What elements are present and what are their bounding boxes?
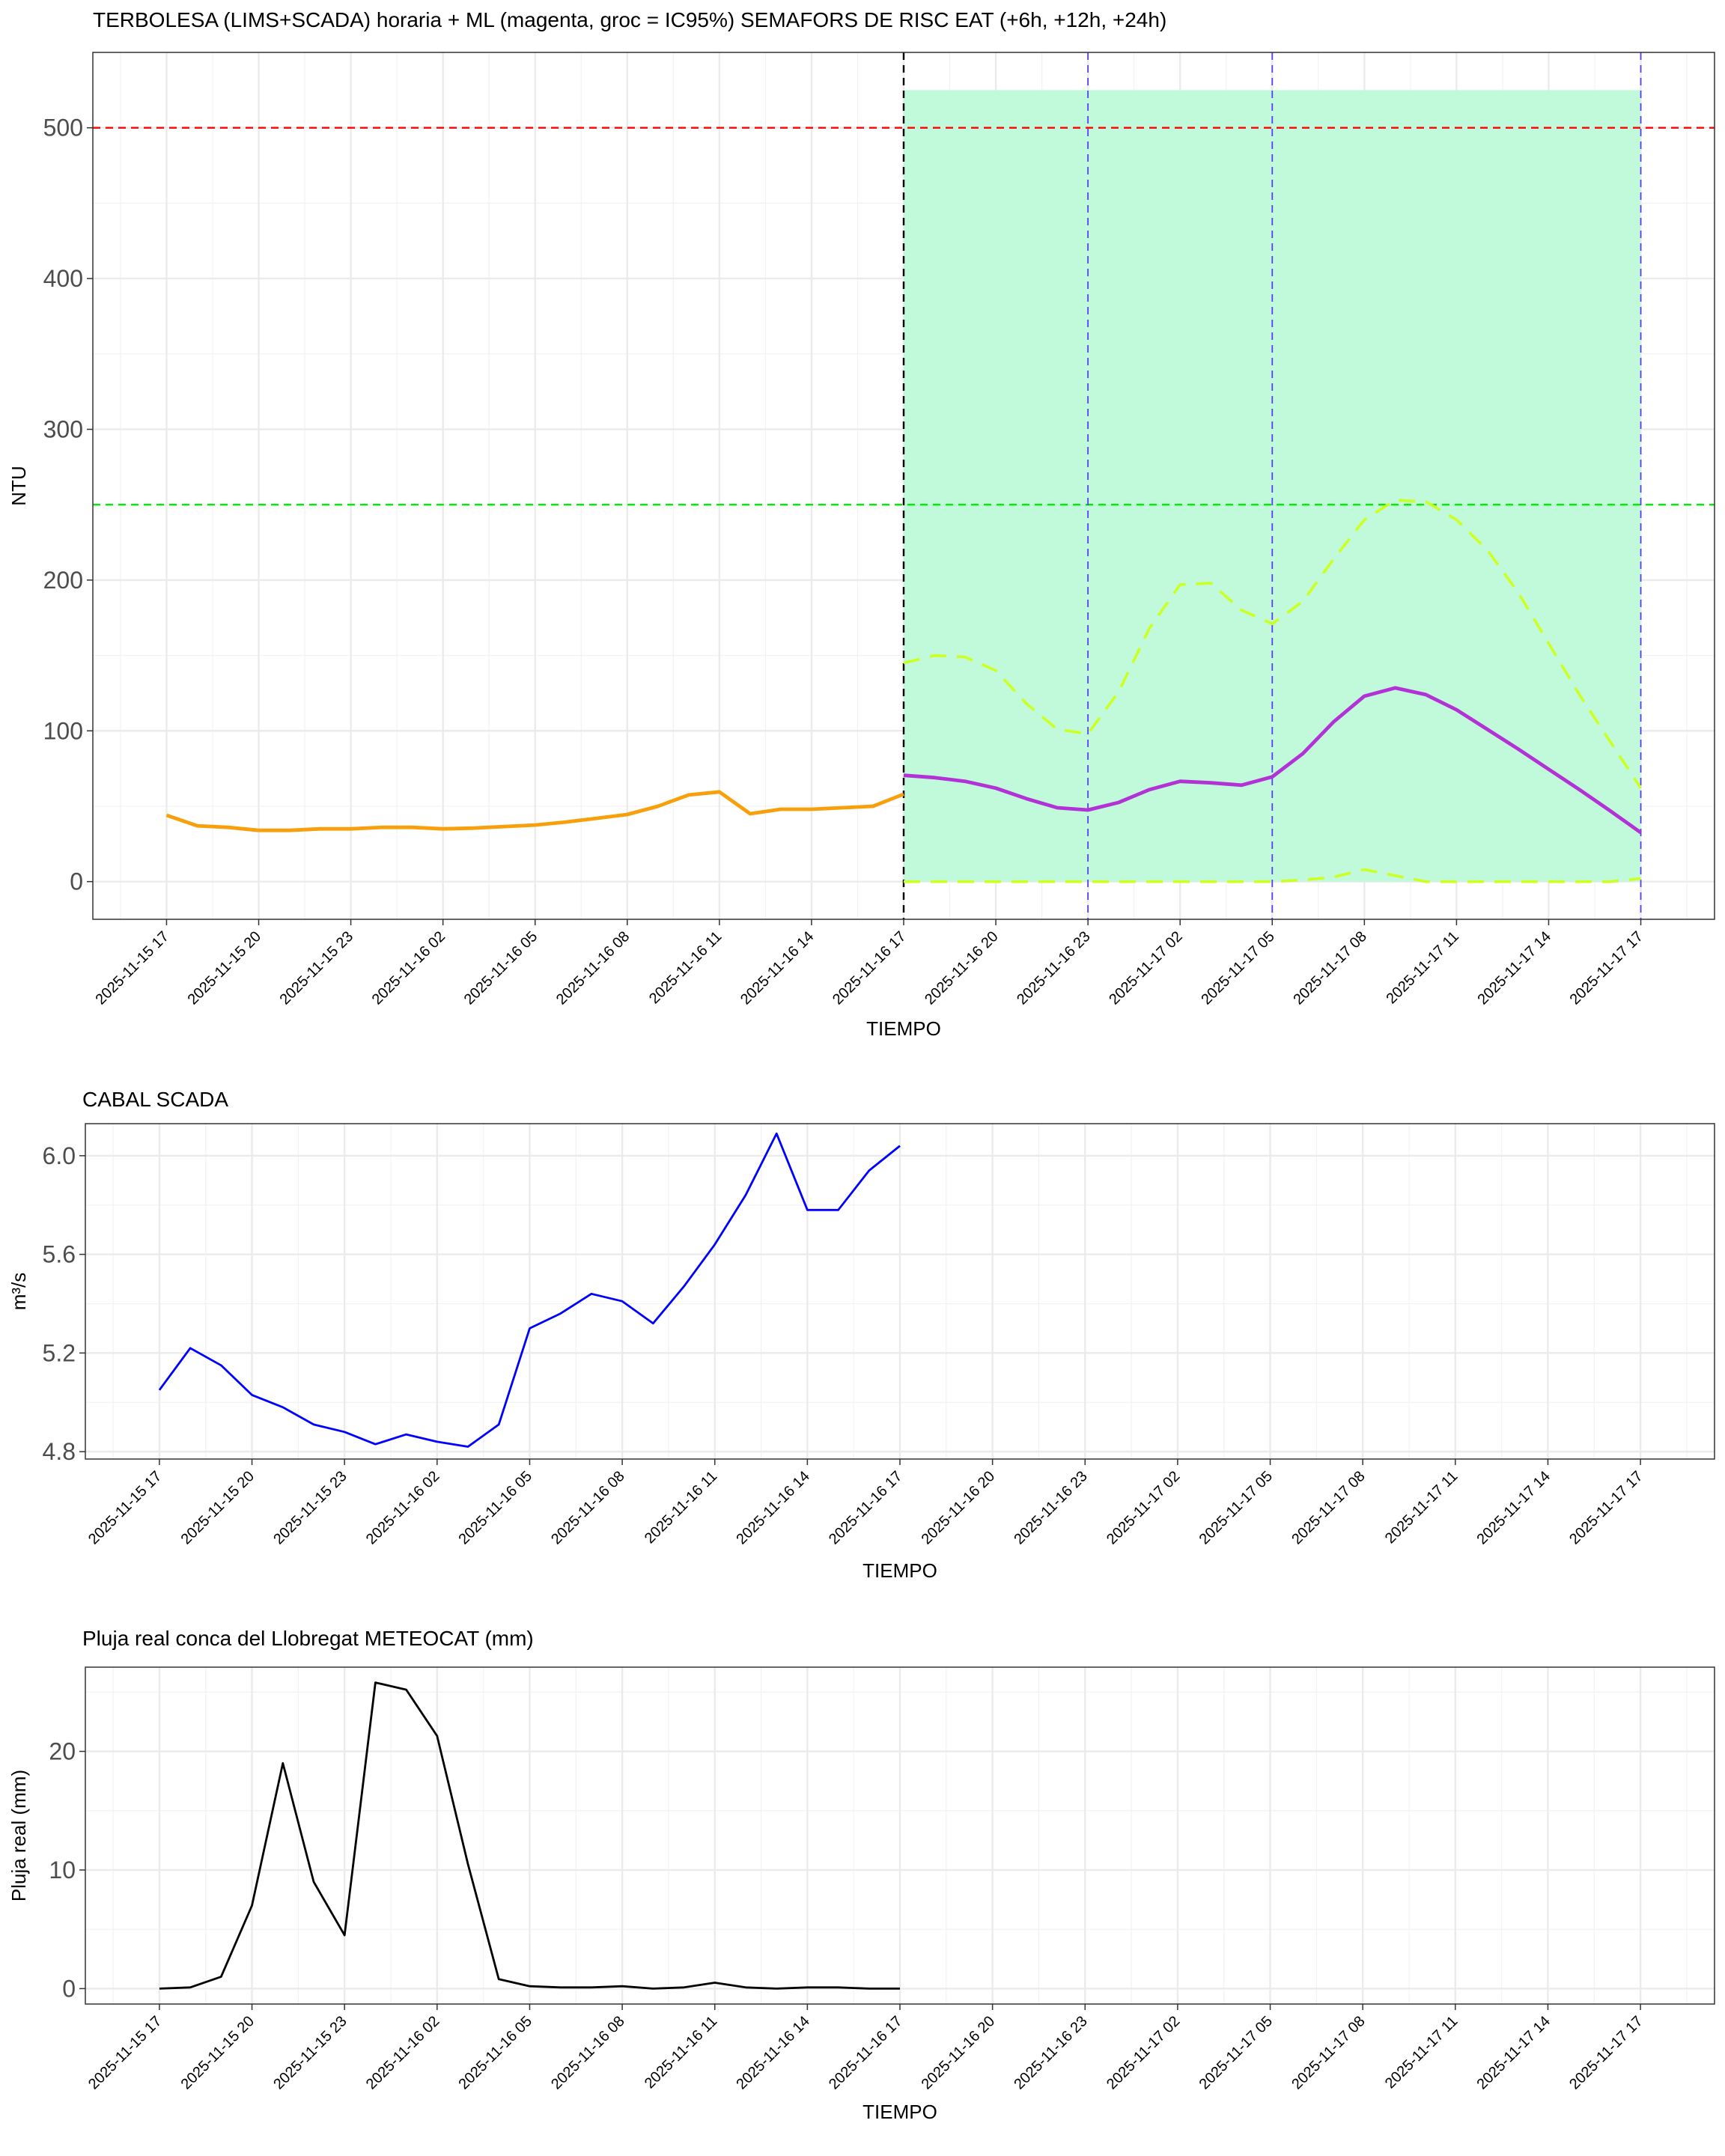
series-line-upper <box>903 499 1643 789</box>
x-tick-label: 2025-11-17 11 <box>1383 928 1461 1007</box>
x-tick-label: 2025-11-16 08 <box>553 928 633 1008</box>
x-axis-label: TIEMPO <box>862 2101 937 2123</box>
chart-title: Pluja real conca del Llobregat METEOCAT … <box>82 1627 534 1650</box>
x-tick-label: 2025-11-15 20 <box>178 2013 258 2093</box>
x-tick-label: 2025-11-17 14 <box>1473 2013 1554 2093</box>
x-tick-label: 2025-11-16 23 <box>1011 2013 1091 2093</box>
series-line-forecast <box>903 686 1642 835</box>
series-line-lower <box>904 868 1641 883</box>
x-tick-label: 2025-11-16 02 <box>363 1468 443 1548</box>
x-tick-label: 2025-11-17 17 <box>1566 2013 1646 2093</box>
x-tick-label: 2025-11-16 02 <box>369 928 449 1008</box>
x-tick-label: 2025-11-16 14 <box>737 928 818 1008</box>
x-tick-label: 2025-11-17 11 <box>1382 1468 1461 1547</box>
y-tick-label: 10 <box>49 1857 76 1884</box>
x-tick-label: 2025-11-17 05 <box>1198 928 1278 1008</box>
x-tick-label: 2025-11-17 14 <box>1475 928 1555 1008</box>
x-tick-label: 2025-11-17 08 <box>1289 1468 1369 1548</box>
x-tick-label: 2025-11-17 02 <box>1104 2013 1184 2093</box>
x-tick-label: 2025-11-17 11 <box>1382 2013 1461 2092</box>
x-tick-label: 2025-11-16 23 <box>1011 1468 1091 1548</box>
y-tick-label: 300 <box>43 415 83 442</box>
x-tick-label: 2025-11-16 11 <box>642 1468 720 1547</box>
chart-title: CABAL SCADA <box>82 1088 228 1111</box>
x-tick-label: 2025-11-15 17 <box>85 2013 165 2093</box>
y-tick-label: 5.2 <box>43 1339 76 1366</box>
y-tick-label: 6.0 <box>43 1142 76 1169</box>
x-tick-label: 2025-11-16 17 <box>826 1468 906 1548</box>
y-tick-label: 200 <box>43 567 83 594</box>
y-tick-label: 500 <box>43 115 83 141</box>
y-tick-label: 400 <box>43 265 83 292</box>
x-tick-label: 2025-11-17 17 <box>1566 1468 1646 1548</box>
x-tick-label: 2025-11-16 08 <box>548 2013 628 2093</box>
y-tick-label: 0 <box>62 1975 76 2002</box>
x-tick-label: 2025-11-17 02 <box>1106 928 1186 1008</box>
x-axis-label: TIEMPO <box>866 1017 941 1040</box>
x-tick-label: 2025-11-17 05 <box>1196 1468 1277 1548</box>
x-tick-label: 2025-11-16 05 <box>455 1468 535 1548</box>
x-tick-label: 2025-11-15 17 <box>85 1468 165 1548</box>
x-tick-label: 2025-11-17 08 <box>1289 2013 1369 2093</box>
x-tick-label: 2025-11-15 20 <box>185 928 265 1008</box>
x-tick-label: 2025-11-15 23 <box>277 928 357 1008</box>
x-tick-label: 2025-11-16 11 <box>646 928 725 1007</box>
x-tick-label: 2025-11-17 02 <box>1104 1468 1184 1548</box>
y-tick-label: 5.6 <box>43 1241 76 1268</box>
y-axis-label: m³/s <box>7 1273 30 1311</box>
x-tick-label: 2025-11-16 17 <box>826 2013 906 2093</box>
x-tick-label: 2025-11-16 05 <box>455 2013 535 2093</box>
x-tick-label: 2025-11-16 05 <box>461 928 541 1008</box>
x-tick-label: 2025-11-16 20 <box>919 1468 999 1548</box>
series-line-s0 <box>159 1681 900 1990</box>
x-tick-label: 2025-11-17 05 <box>1196 2013 1277 2093</box>
x-tick-label: 2025-11-16 20 <box>922 928 1002 1008</box>
series-line-s0 <box>158 1132 901 1448</box>
x-tick-label: 2025-11-16 20 <box>919 2013 999 2093</box>
x-tick-label: 2025-11-16 08 <box>548 1468 628 1548</box>
x-tick-label: 2025-11-17 14 <box>1473 1468 1554 1548</box>
x-tick-label: 2025-11-15 17 <box>92 928 172 1008</box>
y-tick-label: 100 <box>43 717 83 744</box>
x-tick-label: 2025-11-16 11 <box>642 2013 720 2092</box>
x-tick-label: 2025-11-16 17 <box>830 928 910 1008</box>
x-tick-label: 2025-11-17 08 <box>1290 928 1370 1008</box>
x-axis-label: TIEMPO <box>862 1559 937 1582</box>
chart-title: TERBOLESA (LIMS+SCADA) horaria + ML (mag… <box>93 8 1166 31</box>
y-axis-label: NTU <box>7 466 30 505</box>
y-tick-label: 20 <box>49 1738 76 1765</box>
x-tick-label: 2025-11-16 23 <box>1014 928 1094 1008</box>
y-axis-label: Pluja real (mm) <box>7 1770 30 1901</box>
x-tick-label: 2025-11-16 02 <box>363 2013 443 2093</box>
x-tick-label: 2025-11-15 20 <box>178 1468 258 1548</box>
series-line-observed <box>165 790 904 832</box>
x-tick-label: 2025-11-17 17 <box>1567 928 1647 1008</box>
x-tick-label: 2025-11-16 14 <box>733 2013 813 2093</box>
y-tick-label: 4.8 <box>43 1438 76 1465</box>
x-tick-label: 2025-11-16 14 <box>733 1468 813 1548</box>
x-tick-label: 2025-11-15 23 <box>270 2013 350 2093</box>
y-tick-label: 0 <box>70 868 83 895</box>
x-tick-label: 2025-11-15 23 <box>270 1468 350 1548</box>
